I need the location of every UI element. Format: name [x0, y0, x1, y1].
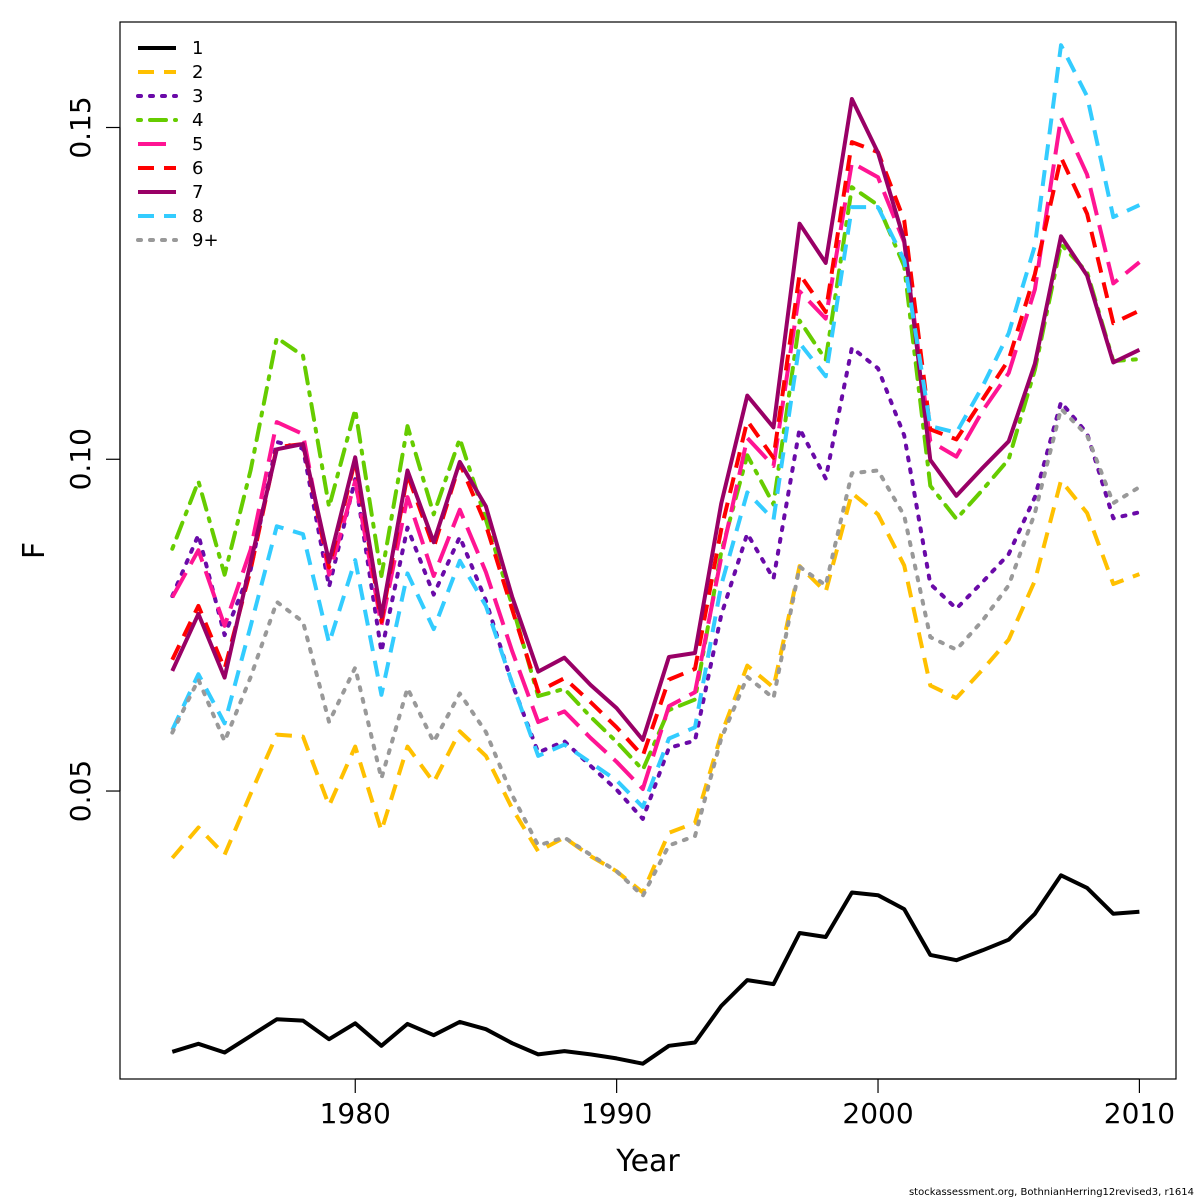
legend-label: 2: [192, 62, 203, 83]
x-tick-label: 2010: [1104, 1097, 1175, 1130]
x-tick-label: 1980: [320, 1097, 391, 1130]
legend-label: 4: [192, 110, 203, 131]
series-line-7: [170, 97, 1141, 742]
x-tick-label: 2000: [842, 1097, 913, 1130]
series-line-1: [171, 873, 1140, 1066]
legend-label: 1: [192, 38, 203, 59]
x-axis-title: Year: [615, 1144, 680, 1179]
y-tick-label: 0.05: [64, 760, 97, 822]
series-line-8: [170, 43, 1141, 809]
legend-label: 8: [192, 206, 203, 227]
series-line-5: [170, 115, 1141, 791]
y-axis: 0.05 0.10 0.15: [64, 96, 121, 822]
series-line-3: [170, 345, 1142, 821]
x-axis: 1980 1990 2000 2010: [320, 1078, 1175, 1130]
y-axis-title: F: [17, 542, 52, 559]
series-layer: [170, 43, 1142, 1066]
series-line-4: [170, 185, 1142, 772]
plot-frame: [119, 21, 1177, 1080]
series-line-9plus: [170, 406, 1142, 898]
footer-note: stockassessment.org, BothnianHerring12re…: [908, 1187, 1194, 1198]
legend: 1 2 3 4 5 6 7 8 9+: [136, 38, 219, 251]
x-tick-label: 1990: [581, 1097, 652, 1130]
y-tick-label: 0.15: [64, 96, 97, 158]
legend-label: 6: [192, 158, 203, 179]
y-tick-label: 0.10: [64, 428, 97, 490]
legend-label: 3: [192, 86, 203, 107]
legend-label: 9+: [192, 230, 219, 251]
legend-label: 5: [192, 134, 203, 155]
legend-label: 7: [192, 182, 203, 203]
series-line-2: [170, 478, 1141, 895]
